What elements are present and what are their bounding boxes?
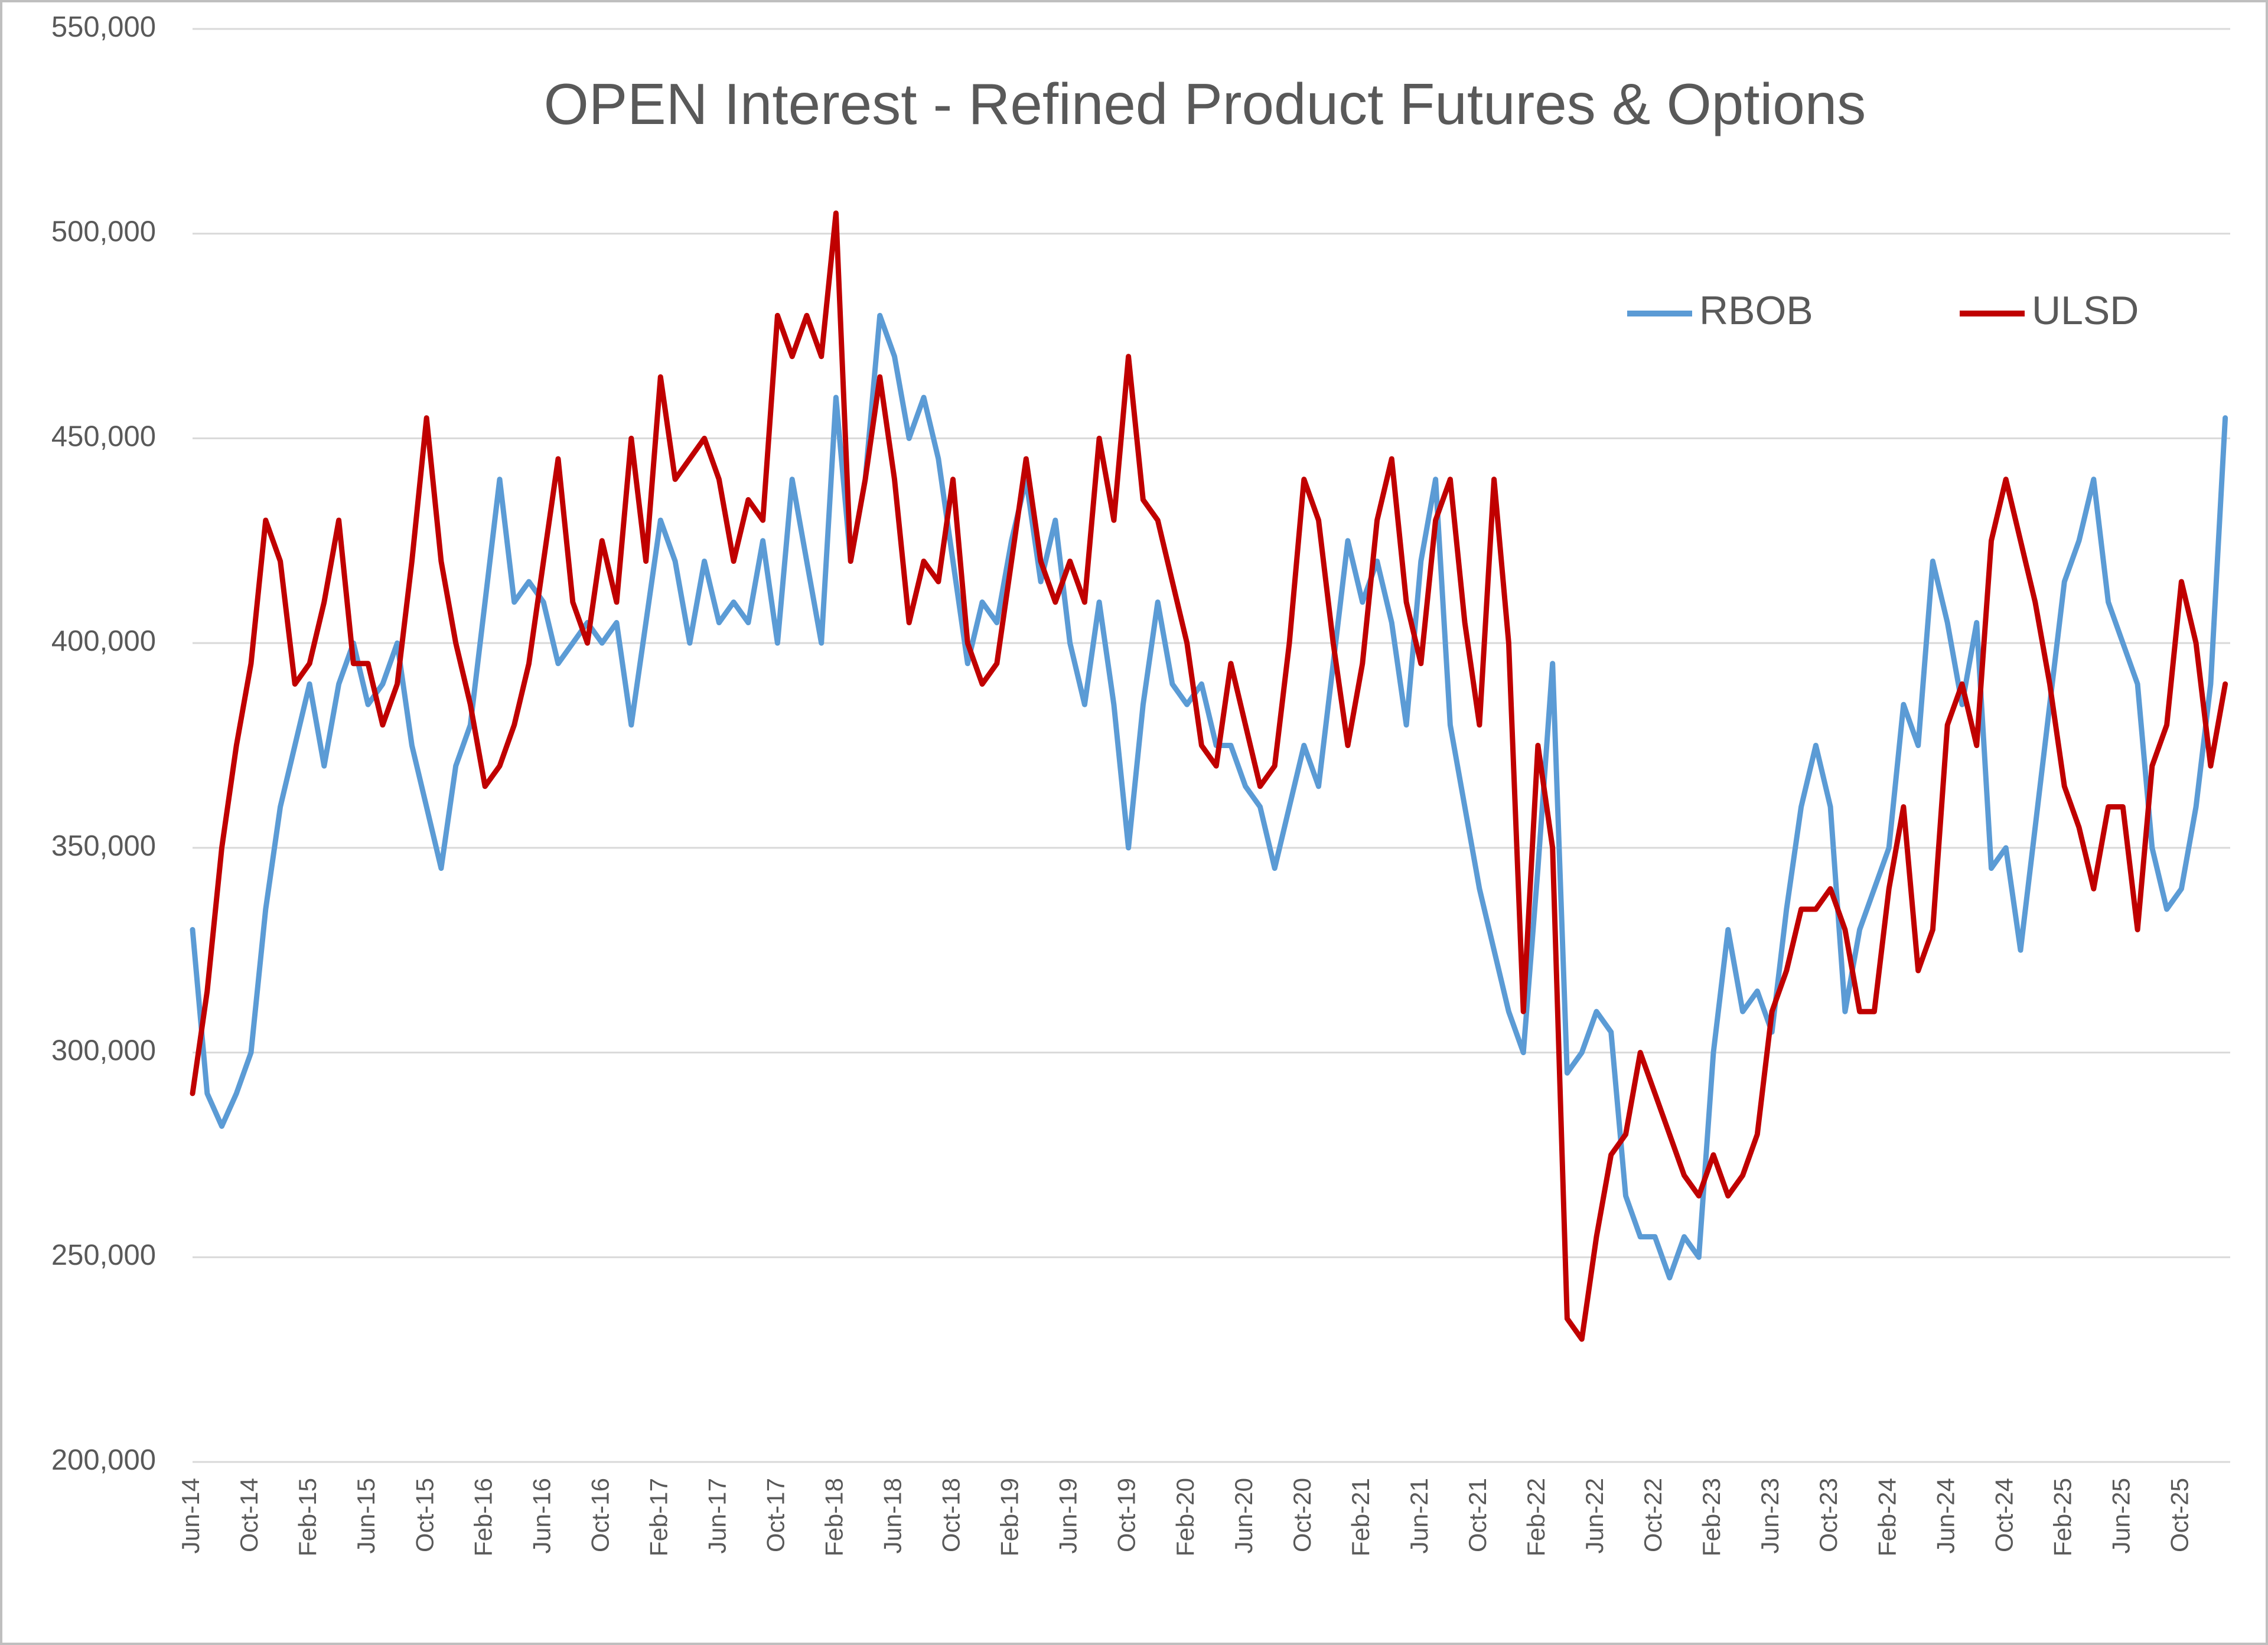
x-tick-label: Jun-25 [2107, 1478, 2135, 1553]
x-tick-label: Feb-18 [820, 1478, 848, 1556]
y-tick-label: 550,000 [51, 11, 156, 43]
x-tick-label: Jun-21 [1405, 1478, 1433, 1553]
x-tick-label: Jun-17 [703, 1478, 731, 1553]
x-tick-label: Oct-23 [1814, 1478, 1842, 1552]
x-tick-label: Jun-14 [177, 1478, 204, 1553]
x-tick-label: Feb-17 [644, 1478, 672, 1556]
x-tick-label: Feb-19 [996, 1478, 1024, 1556]
x-tick-label: Oct-16 [586, 1478, 614, 1552]
x-tick-label: Jun-23 [1756, 1478, 1784, 1553]
y-tick-label: 450,000 [51, 420, 156, 452]
x-tick-label: Jun-19 [1054, 1478, 1082, 1553]
x-tick-label: Feb-25 [2048, 1478, 2076, 1556]
x-tick-label: Feb-15 [294, 1478, 321, 1556]
y-tick-label: 250,000 [51, 1239, 156, 1271]
y-tick-label: 400,000 [51, 625, 156, 657]
x-tick-label: Feb-22 [1522, 1478, 1550, 1556]
y-tick-label: 500,000 [51, 216, 156, 248]
x-tick-label: Oct-25 [2165, 1478, 2193, 1552]
chart-title: OPEN Interest - Refined Product Futures … [544, 71, 1866, 136]
x-tick-label: Feb-16 [469, 1478, 497, 1556]
legend-label: RBOB [1699, 288, 1813, 333]
series-line [190, 312, 2228, 1281]
x-tick-label: Jun-22 [1581, 1478, 1608, 1553]
x-tick-label: Jun-16 [527, 1478, 555, 1553]
x-tick-label: Oct-22 [1639, 1478, 1667, 1552]
legend-label: ULSD [2032, 288, 2139, 333]
x-tick-label: Jun-20 [1230, 1478, 1257, 1553]
x-tick-label: Jun-18 [879, 1478, 907, 1553]
x-tick-label: Oct-15 [410, 1478, 438, 1552]
x-tick-label: Jun-15 [352, 1478, 380, 1553]
x-tick-label: Jun-24 [1931, 1478, 1959, 1553]
x-tick-label: Oct-17 [761, 1478, 789, 1552]
x-tick-label: Feb-24 [1873, 1478, 1901, 1556]
x-tick-label: Oct-14 [235, 1478, 263, 1552]
y-tick-label: 300,000 [51, 1035, 156, 1067]
x-tick-label: Oct-24 [1990, 1478, 2018, 1552]
x-tick-label: Feb-21 [1347, 1478, 1374, 1556]
x-tick-label: Feb-20 [1171, 1478, 1199, 1556]
x-tick-label: Feb-23 [1697, 1478, 1725, 1556]
x-tick-label: Oct-18 [937, 1478, 965, 1552]
series-line [190, 210, 2228, 1342]
x-tick-label: Oct-19 [1113, 1478, 1140, 1552]
x-tick-label: Oct-20 [1288, 1478, 1316, 1552]
y-tick-label: 200,000 [51, 1444, 156, 1476]
x-tick-label: Oct-21 [1464, 1478, 1491, 1552]
y-tick-label: 350,000 [51, 830, 156, 862]
